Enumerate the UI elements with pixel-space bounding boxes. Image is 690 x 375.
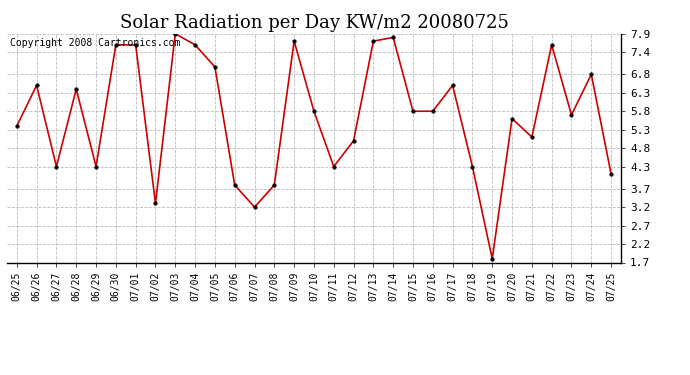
Text: Copyright 2008 Cartronics.com: Copyright 2008 Cartronics.com — [10, 38, 180, 48]
Title: Solar Radiation per Day KW/m2 20080725: Solar Radiation per Day KW/m2 20080725 — [119, 14, 509, 32]
